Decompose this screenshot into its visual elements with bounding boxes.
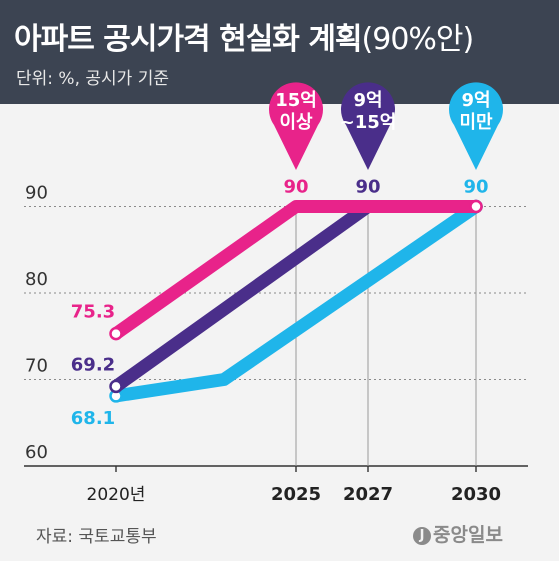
- title-main: 아파트 공시가격 현실화 계획: [14, 22, 363, 57]
- x-tick-label-3: 2030: [451, 484, 501, 505]
- callout-pin-1: [341, 82, 395, 170]
- x-tick-label-2: 2027: [343, 484, 393, 505]
- series-line-0: [109, 200, 483, 341]
- callout-label-0-0: 15억: [275, 90, 317, 111]
- series-line-2: [109, 200, 483, 403]
- end-value-label-2: 90: [463, 177, 488, 198]
- chart-title: 아파트 공시가격 현실화 계획(90%안): [14, 14, 475, 58]
- x-tick-label-0: 2020년: [87, 485, 146, 505]
- publisher-mark-icon: J: [413, 527, 431, 545]
- y-tick-label-80: 80: [25, 269, 48, 290]
- start-value-label-0: 75.3: [71, 302, 115, 323]
- y-tick-label-70: 70: [25, 356, 48, 377]
- callout-label-0-1: 이상: [279, 112, 313, 133]
- y-tick-label-90: 90: [25, 183, 48, 204]
- source-credit: 자료: 국토교통부: [36, 527, 157, 547]
- publisher-name: 중앙일보: [433, 524, 503, 546]
- series-point-0-0: [109, 326, 123, 341]
- series-point-1-0: [109, 379, 123, 394]
- series-point-0-2: [469, 199, 483, 214]
- callout-label-2-1: 미만: [459, 112, 493, 133]
- callout-label-2-0: 9억: [461, 90, 490, 111]
- callout-label-1-1: ~15억: [340, 112, 397, 133]
- start-value-label-1: 69.2: [71, 354, 115, 375]
- end-value-label-0: 90: [283, 177, 308, 198]
- callout-pin-2: [449, 82, 503, 170]
- publisher-logo: J 중앙일보: [413, 520, 503, 547]
- callout-label-1-0: 9억: [353, 90, 382, 111]
- end-value-label-1: 90: [355, 177, 380, 198]
- start-value-label-2: 68.1: [71, 408, 115, 429]
- title-sub: (90%안): [361, 22, 475, 57]
- y-tick-label-60: 60: [25, 442, 48, 463]
- header-banner: 아파트 공시가격 현실화 계획(90%안) 단위: %, 공시가 기준: [0, 0, 559, 104]
- callout-pin-0: [269, 82, 324, 170]
- unit-label: 단위: %, 공시가 기준: [16, 69, 169, 89]
- x-tick-label-1: 2025: [271, 484, 321, 505]
